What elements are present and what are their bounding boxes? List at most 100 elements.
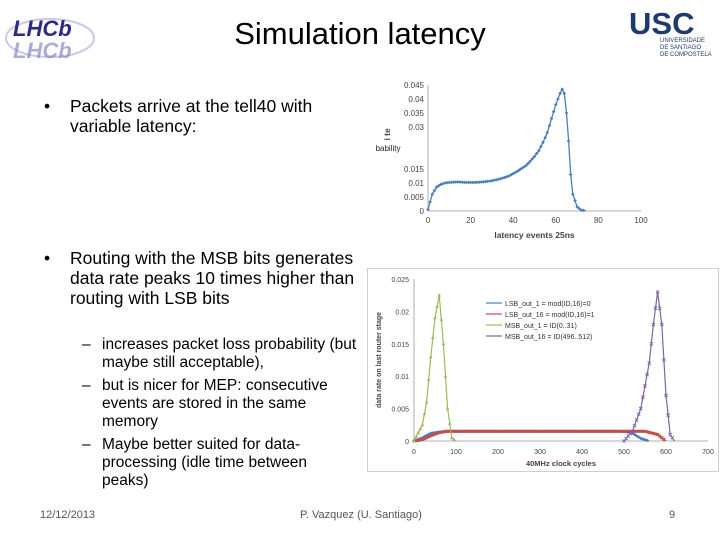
series-point-2: [447, 421, 452, 425]
latency-point: [483, 179, 488, 184]
x-tick-label: 500: [618, 449, 630, 456]
x-tick-label: 80: [594, 216, 603, 225]
bullet-dot: •: [44, 96, 51, 116]
latency-point: [479, 180, 484, 184]
series-point-0: [645, 438, 649, 443]
data-rate-chart: 0 0.005 0.01 0.015 0.02 0.025 0 100 200 300 400 500…: [367, 268, 719, 472]
x-tick-label: 300: [534, 449, 546, 456]
series-point-3: [643, 383, 647, 388]
series-point-2: [426, 377, 431, 381]
latency-point: [566, 139, 571, 143]
series-line-3: [623, 291, 675, 442]
sub-dash: –: [82, 436, 91, 453]
series-point-3: [657, 306, 662, 311]
latency-point: [568, 172, 573, 177]
latency-point: [577, 206, 581, 211]
x-tick-label: 200: [492, 449, 504, 456]
sub-bullet-1: – increases packet loss probability (but…: [82, 336, 357, 372]
series-point-2: [418, 426, 423, 431]
latency-point: [549, 116, 554, 121]
series-point-0: [422, 434, 427, 439]
slide-title: Simulation latency: [234, 16, 486, 51]
series-point-3: [655, 290, 660, 294]
series-point-2: [412, 439, 416, 443]
latency-point: [581, 208, 586, 213]
latency-point: [579, 208, 584, 212]
y-tick-label: 0.035: [404, 109, 425, 118]
latency-point: [462, 180, 466, 185]
x-tick-label: 700: [702, 449, 714, 456]
svg-text:DE COMPOSTELA: DE COMPOSTELA: [660, 52, 712, 58]
latency-point: [526, 161, 530, 166]
svg-text:DE SANTIAGO: DE SANTIAGO: [660, 45, 701, 51]
latency-point: [428, 200, 432, 204]
legend-label-2: MSB_out_1 = ID(0..31): [505, 323, 577, 330]
latency-point: [528, 159, 532, 163]
latency-point: [530, 157, 535, 161]
latency-point: [562, 91, 567, 96]
x-tick-label: 0: [412, 449, 416, 456]
x-tick-label: 600: [660, 449, 672, 456]
y-axis-label-partial: di te: [382, 128, 392, 146]
series-point-0: [634, 434, 639, 438]
footer-date: 12/12/2013: [40, 509, 96, 521]
latency-point: [466, 180, 471, 185]
svg-text:LHCb: LHCb: [13, 38, 72, 63]
svg-text:UNIVERSIDADE: UNIVERSIDADE: [660, 38, 705, 44]
legend-label-3: MSB_out_16 = ID(496..512): [505, 334, 592, 341]
svg-text:USC: USC: [629, 6, 694, 41]
series-point-3: [659, 322, 664, 327]
y-tick-label: 0.01: [395, 374, 409, 381]
x-tick-label: 60: [551, 216, 560, 225]
series-point-0: [636, 435, 641, 439]
x-axis-label: latency events 25ns: [494, 230, 575, 240]
y-tick-label: 0.045: [404, 81, 425, 90]
x-tick-label: 400: [576, 449, 588, 456]
sub-bullet-3: – Maybe better suited for data-processin…: [82, 436, 342, 490]
y-label-box: [372, 141, 414, 154]
series-point-3: [661, 358, 666, 362]
y-tick-label: 0.025: [391, 277, 409, 284]
latency-point: [517, 168, 522, 172]
series-point-1: [662, 437, 666, 441]
sub-bullet-1-text: increases packet loss probability (but m…: [102, 336, 357, 371]
lhcb-logo: LHCb LHCb: [3, 6, 98, 66]
latency-point: [560, 87, 564, 91]
series-point-2: [439, 317, 444, 321]
latency-point: [494, 178, 498, 182]
latency-point: [458, 180, 462, 184]
latency-point: [426, 207, 430, 212]
latency-point: [500, 176, 505, 180]
latency-point: [547, 123, 552, 128]
latency-point: [564, 111, 569, 115]
bullet-dot: •: [44, 248, 51, 268]
latency-point: [505, 174, 509, 179]
footer-author: P. Vazquez (U. Santiago): [300, 509, 422, 521]
series-point-2: [420, 422, 425, 427]
latency-point: [522, 165, 526, 169]
series-point-3: [647, 361, 652, 366]
series-point-2: [445, 406, 450, 410]
series-point-3: [645, 372, 650, 377]
series-point-3: [653, 306, 658, 311]
series-point-2: [424, 400, 429, 404]
series-point-2: [429, 354, 433, 359]
latency-point: [545, 130, 550, 135]
latency-point: [571, 192, 575, 196]
series-point-3: [632, 423, 637, 428]
series-point-2: [452, 437, 456, 441]
bullet-2: • Routing with the MSB bits generates da…: [44, 248, 360, 308]
series-point-0: [639, 436, 643, 441]
series-point-2: [431, 335, 435, 339]
series-point-0: [433, 430, 437, 435]
y-tick-label: 0: [420, 207, 425, 216]
latency-point: [551, 109, 556, 114]
series-point-2: [433, 315, 437, 320]
latency-point: [507, 174, 511, 178]
svg-text:LHCb: LHCb: [13, 16, 72, 41]
latency-point: [543, 135, 547, 140]
y-axis-label: data rate on last router stage: [376, 312, 383, 408]
x-tick-label: 40: [509, 216, 518, 225]
series-point-2: [435, 304, 439, 308]
latency-point: [519, 166, 524, 171]
